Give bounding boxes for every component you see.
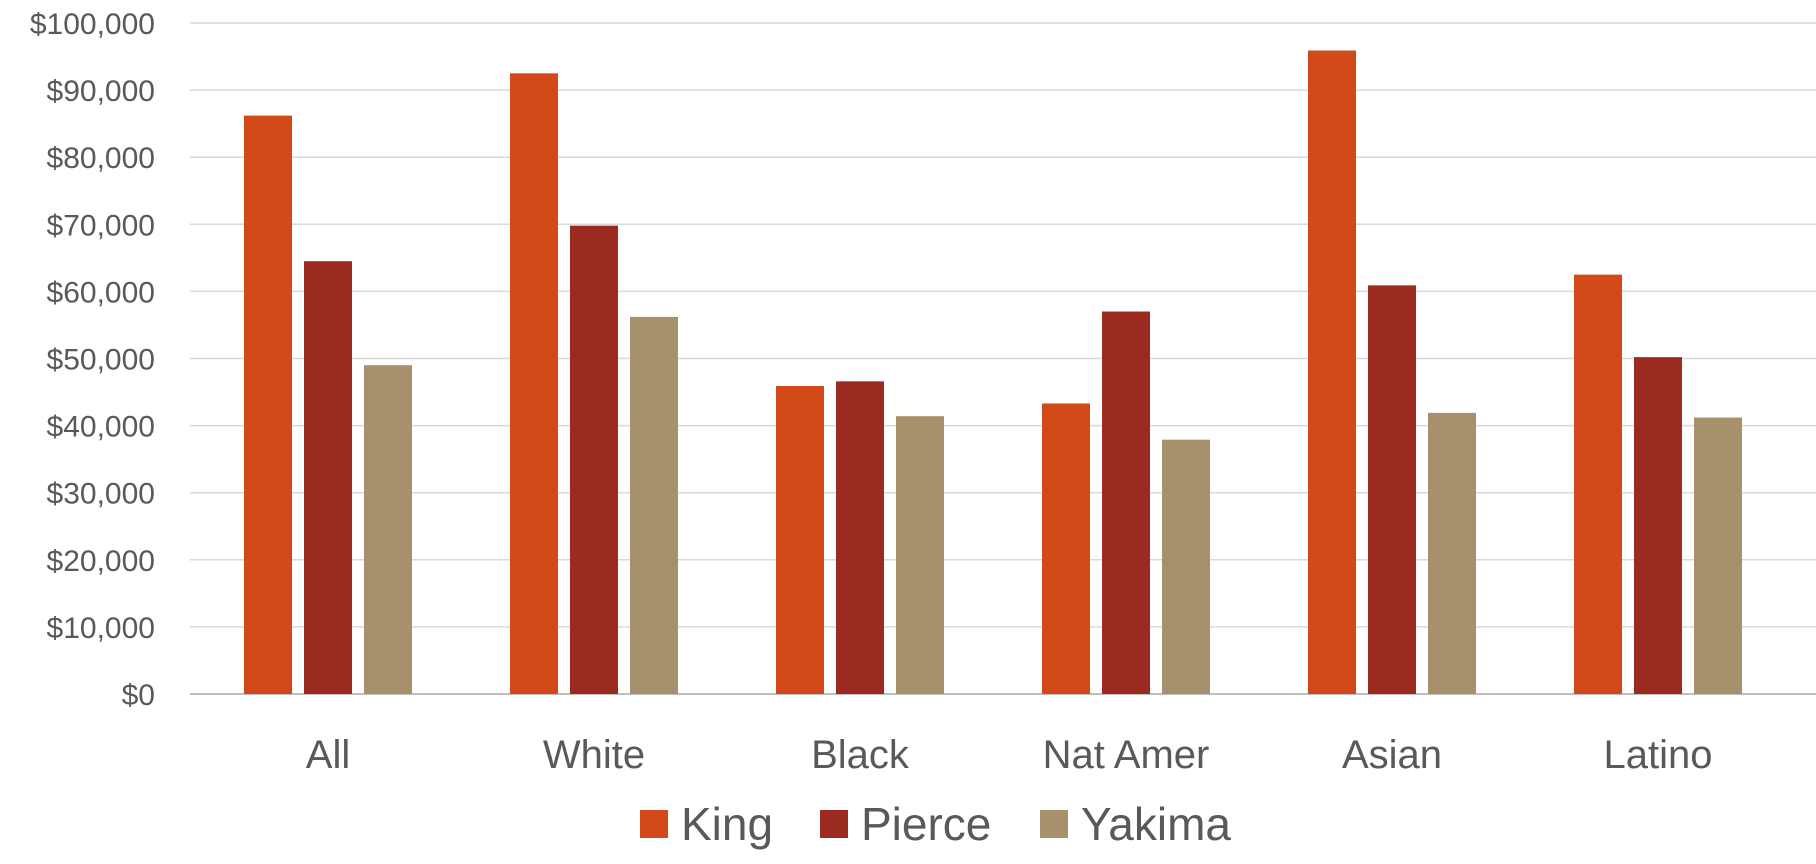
legend-label-yakima: Yakima xyxy=(1081,798,1231,850)
bar-king-all xyxy=(244,115,292,694)
bar-yakima-latino xyxy=(1694,417,1742,694)
gridlines xyxy=(190,22,1816,695)
bar-yakima-black xyxy=(896,416,944,694)
bar-pierce-latino xyxy=(1634,357,1682,694)
y-tick-label: $20,000 xyxy=(47,545,155,578)
y-tick-label: $10,000 xyxy=(47,612,155,645)
bar-king-black xyxy=(776,386,824,694)
y-tick-label: $90,000 xyxy=(47,75,155,108)
bar-king-white xyxy=(510,73,558,694)
bar-king-asian xyxy=(1308,50,1356,695)
y-tick-label: $70,000 xyxy=(47,209,155,242)
x-category-label: Nat Amer xyxy=(1043,733,1210,777)
legend: King Pierce Yakima xyxy=(640,798,1231,850)
bar-yakima-asian xyxy=(1428,412,1476,694)
bar-king-latino xyxy=(1574,274,1622,694)
y-axis-tick-labels: $0 $10,000 $20,000 $30,000 $40,000 $50,000 $60… xyxy=(30,8,155,712)
y-tick-label: $30,000 xyxy=(47,478,155,511)
bar-king-nat-amer xyxy=(1042,403,1090,694)
y-tick-label: $50,000 xyxy=(47,344,155,377)
legend-swatch-pierce xyxy=(820,810,848,838)
bar-pierce-all xyxy=(304,261,352,694)
bar-pierce-white xyxy=(570,225,618,694)
legend-label-pierce: Pierce xyxy=(861,798,991,850)
x-category-label: All xyxy=(306,733,350,777)
bar-pierce-nat-amer xyxy=(1102,311,1150,694)
y-tick-label: $40,000 xyxy=(47,411,155,444)
x-axis-category-labels: All White Black Nat Amer Asian Latino xyxy=(306,733,1713,777)
bar-yakima-all xyxy=(364,365,412,694)
x-category-label: Asian xyxy=(1342,733,1442,777)
bar-pierce-black xyxy=(836,381,884,694)
bar-pierce-asian xyxy=(1368,285,1416,694)
bar-yakima-white xyxy=(630,316,678,694)
legend-swatch-yakima xyxy=(1040,810,1068,838)
legend-swatch-king xyxy=(640,810,668,838)
bar-yakima-nat-amer xyxy=(1162,439,1210,694)
bars xyxy=(244,50,1742,695)
x-category-label: White xyxy=(543,733,645,777)
y-tick-label: $100,000 xyxy=(30,8,155,41)
x-category-label: Latino xyxy=(1604,733,1713,777)
y-tick-label: $60,000 xyxy=(47,276,155,309)
y-tick-label: $0 xyxy=(122,679,155,712)
y-tick-label: $80,000 xyxy=(47,142,155,175)
legend-label-king: King xyxy=(681,798,773,850)
x-category-label: Black xyxy=(811,733,910,777)
